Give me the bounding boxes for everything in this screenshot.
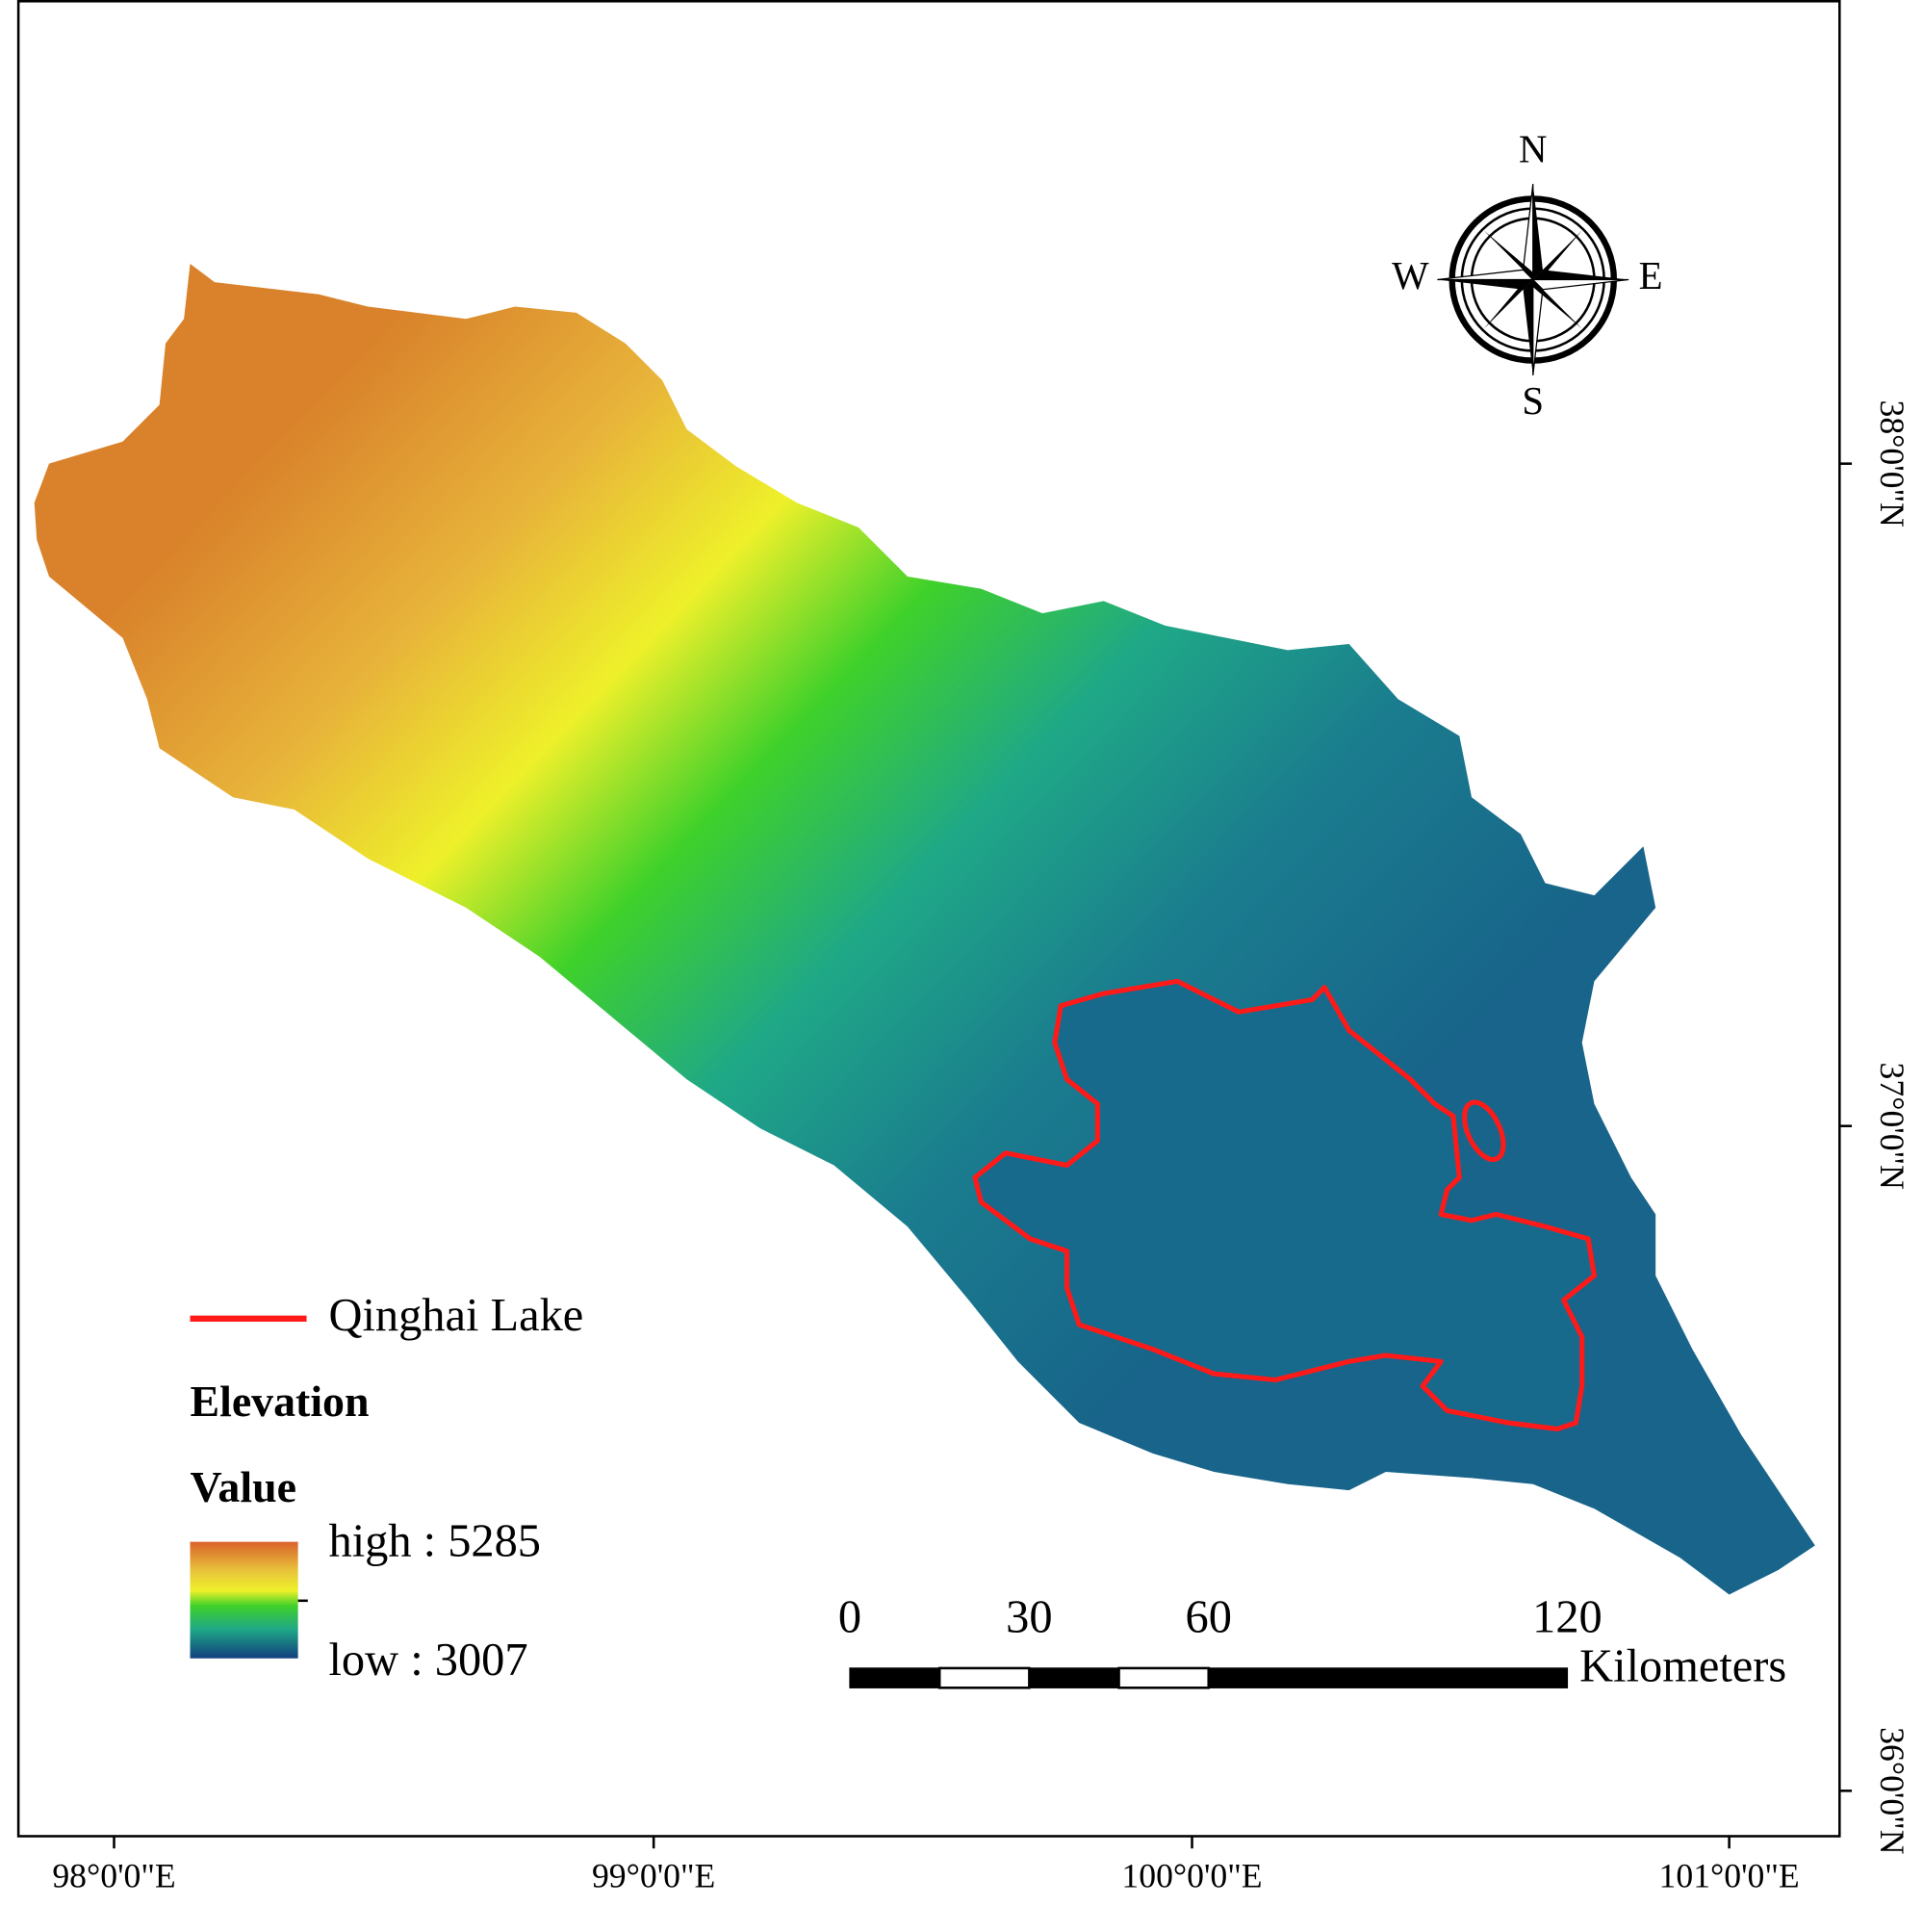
lon-label: 100°0'0"E (1121, 1856, 1262, 1894)
compass-e: E (1639, 254, 1663, 297)
lake-outline (972, 978, 1598, 1431)
scale-segment (849, 1667, 940, 1688)
island-outline (1462, 1099, 1506, 1163)
lat-label: 37°0'0"N (1873, 1063, 1911, 1190)
scale-label: 60 (1186, 1592, 1232, 1643)
legend-subtitle: Value (191, 1462, 296, 1511)
compass-s: S (1522, 379, 1544, 423)
lon-label: 101°0'0"E (1659, 1856, 1800, 1894)
lat-label: 36°0'0"N (1873, 1727, 1911, 1854)
legend-high: high : 5285 (328, 1516, 541, 1567)
compass-w: W (1392, 254, 1429, 297)
scale-segment (1028, 1667, 1120, 1688)
color-ramp (190, 1541, 298, 1659)
lake-fill (974, 981, 1595, 1430)
scale-unit: Kilometers (1579, 1641, 1786, 1692)
map-frame: N S W E Qinghai Lake Elevation Value hig… (16, 0, 1911, 1894)
scale-segment (1117, 1666, 1210, 1689)
legend-title: Elevation (191, 1377, 370, 1426)
lake-legend-label: Qinghai Lake (328, 1290, 583, 1341)
scale-label: 120 (1532, 1592, 1602, 1643)
compass (1437, 184, 1629, 375)
scale-label: 0 (838, 1592, 861, 1643)
scale-label: 30 (1006, 1592, 1052, 1643)
lon-label: 99°0'0"E (592, 1856, 715, 1894)
legend-low: low : 3007 (328, 1635, 527, 1686)
scale-segment (937, 1666, 1031, 1689)
scale-segment (1208, 1667, 1569, 1688)
lon-label: 98°0'0"E (52, 1856, 175, 1894)
compass-n: N (1519, 128, 1547, 171)
lat-label: 38°0'0"N (1873, 399, 1911, 527)
frame (16, 0, 1841, 1838)
